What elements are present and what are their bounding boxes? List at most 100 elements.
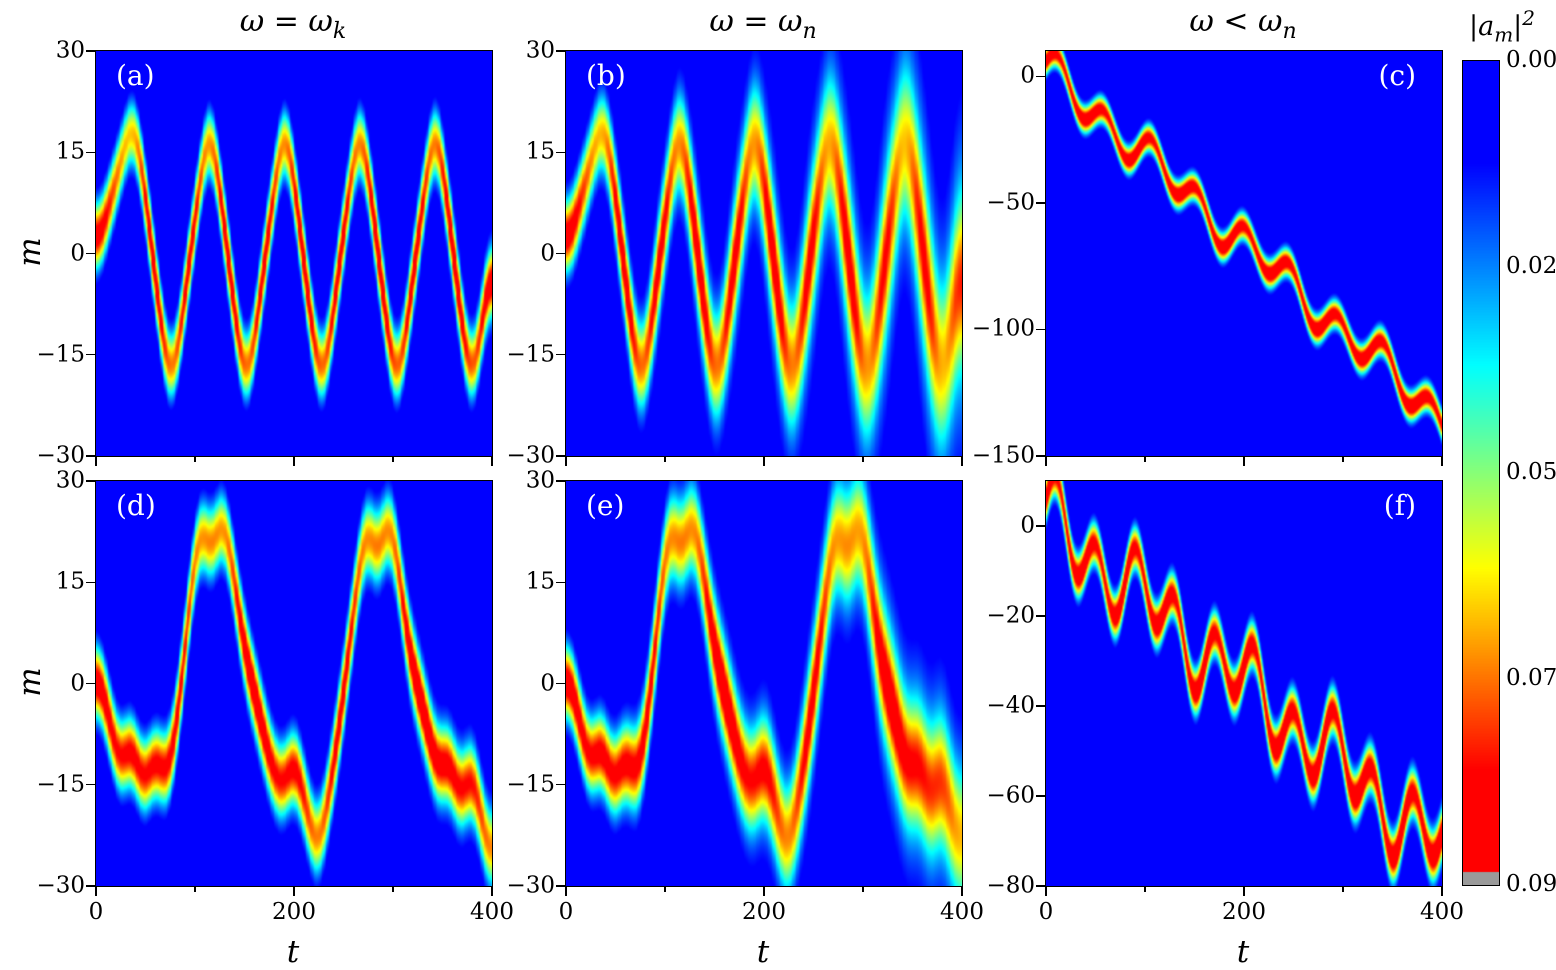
- x-tick-mark: [293, 887, 295, 896]
- colorbar-tick-label: 0.05: [1506, 459, 1556, 485]
- x-tick-mark: [961, 887, 963, 896]
- panel-label-b: (b): [586, 59, 626, 92]
- heatmap-panel-a: (a) 30 15 0 −15 −30: [36, 37, 493, 468]
- x-tick-label: 0: [558, 899, 574, 925]
- x-tick-label: 400: [940, 899, 984, 925]
- x-minor-tick-mark: [862, 457, 864, 462]
- x-tick-label: 200: [1222, 899, 1266, 925]
- y-tick-label: −15: [506, 341, 555, 368]
- y-tick-mark: [556, 151, 565, 153]
- column-title-3: ω < ωn: [1045, 4, 1441, 44]
- x-minor-tick-mark: [664, 457, 666, 462]
- panel-label-e: (e): [586, 489, 625, 522]
- panel-label-f: (f): [1383, 489, 1416, 522]
- x-minor-tick-mark: [392, 457, 394, 462]
- x-tick-mark: [1441, 887, 1443, 896]
- y-tick-label: 15: [55, 568, 85, 595]
- y-tick-label: 30: [525, 37, 555, 64]
- y-tick-mark: [556, 885, 565, 887]
- y-tick-label: −40: [986, 692, 1035, 719]
- x-axis-label-col2: t: [756, 934, 770, 970]
- y-tick-label: 15: [525, 568, 555, 595]
- x-minor-tick-mark: [194, 457, 196, 462]
- y-tick-mark: [1036, 615, 1045, 617]
- y-tick-mark: [1036, 202, 1045, 204]
- y-tick-label: −30: [36, 872, 85, 899]
- x-minor-tick-mark: [1144, 887, 1146, 892]
- x-tick-mark: [961, 457, 963, 466]
- column-title-2-text: ω = ω: [709, 4, 803, 39]
- y-tick-label: 30: [55, 467, 85, 494]
- y-tick-mark: [1036, 455, 1045, 457]
- column-title-2-subscript: n: [802, 19, 817, 44]
- y-tick-mark: [86, 480, 95, 482]
- heatmap-canvas-f: [1046, 481, 1442, 886]
- colorbar-label-sub: m: [1494, 22, 1514, 47]
- heatmap-canvas-d: [96, 481, 492, 886]
- y-tick-mark: [86, 252, 95, 255]
- x-tick-mark: [1441, 457, 1443, 466]
- x-tick-label: 0: [88, 899, 104, 925]
- y-tick-mark: [1036, 795, 1045, 797]
- y-tick-mark: [1036, 328, 1045, 331]
- y-tick-mark: [86, 354, 95, 356]
- x-axis-label-col1: t: [286, 934, 300, 970]
- x-minor-tick-mark: [194, 887, 196, 892]
- y-tick-mark: [86, 784, 95, 786]
- y-tick-mark: [556, 455, 565, 457]
- colorbar-tick-label: 0.00: [1506, 47, 1556, 73]
- x-tick-mark: [1243, 457, 1245, 466]
- panel-label-d: (d): [116, 489, 156, 522]
- y-axis-label-row2: m: [12, 667, 48, 697]
- x-tick-mark: [491, 887, 493, 896]
- y-tick-mark: [556, 581, 565, 583]
- y-tick-label: −15: [506, 771, 555, 798]
- y-tick-label: 0: [1020, 62, 1035, 89]
- colorbar-canvas: [1463, 61, 1499, 885]
- y-tick-label: −15: [36, 771, 85, 798]
- x-tick-label: 200: [272, 899, 316, 925]
- heatmap-panel-b: (b) 30 15 0 −15 −30: [506, 37, 963, 468]
- x-tick-mark: [293, 457, 295, 466]
- y-tick-label: −150: [971, 442, 1035, 469]
- column-title-2: ω = ωn: [565, 4, 961, 44]
- heatmap-panel-c: (c) 0 −50 −100 −150: [972, 50, 1443, 468]
- y-tick-mark: [556, 50, 565, 52]
- heatmap-panel-e: (e) 30 15 0 −15 −30 0 200 400: [506, 467, 984, 925]
- y-tick-label: 15: [55, 138, 85, 165]
- x-tick-mark: [1045, 887, 1047, 896]
- x-minor-tick-mark: [664, 887, 666, 892]
- y-tick-label: −30: [506, 442, 555, 469]
- x-minor-tick-mark: [392, 887, 394, 892]
- y-tick-label: −80: [986, 872, 1035, 899]
- x-tick-mark: [1045, 457, 1047, 466]
- x-minor-tick-mark: [862, 887, 864, 892]
- y-tick-mark: [86, 455, 95, 457]
- y-tick-mark: [86, 50, 95, 52]
- column-title-3-text: ω < ω: [1189, 4, 1283, 39]
- y-tick-label: 0: [540, 239, 555, 266]
- y-tick-mark: [556, 252, 565, 255]
- x-tick-mark: [95, 457, 97, 466]
- colorbar-label-close: |: [1513, 11, 1523, 42]
- x-minor-tick-mark: [1342, 457, 1344, 462]
- y-tick-mark: [556, 480, 565, 482]
- column-title-1: ω = ωk: [95, 4, 491, 44]
- y-tick-mark: [1036, 705, 1045, 707]
- heatmap-canvas-e: [566, 481, 962, 886]
- colorbar-label-open: |a: [1468, 11, 1495, 42]
- y-tick-label: −100: [971, 315, 1035, 342]
- colorbar-label: |am|2: [1448, 6, 1556, 46]
- y-tick-label: 0: [540, 669, 555, 696]
- y-tick-label: 0: [1020, 512, 1035, 539]
- colorbar-label-exponent: 2: [1522, 6, 1535, 30]
- x-tick-label: 400: [470, 899, 514, 925]
- heatmap-canvas-b: [566, 51, 962, 456]
- panel-label-c: (c): [1378, 59, 1416, 92]
- x-minor-tick-mark: [1144, 457, 1146, 462]
- y-tick-mark: [556, 784, 565, 786]
- y-tick-label: −60: [986, 782, 1035, 809]
- x-tick-mark: [491, 457, 493, 466]
- y-tick-label: 0: [70, 239, 85, 266]
